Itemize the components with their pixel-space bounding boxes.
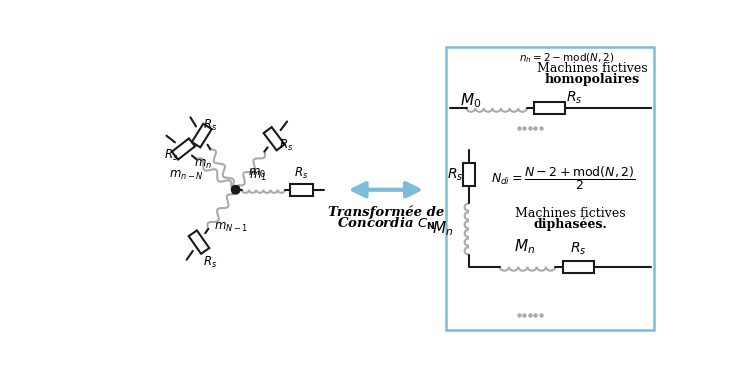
Text: $M_0$: $M_0$ [460,91,481,110]
Bar [563,261,594,273]
Text: $m_1$: $m_1$ [249,170,268,183]
Text: $R_s$: $R_s$ [294,166,308,181]
Text: $n_h = 2-\mathrm{mod}(N,2)$: $n_h = 2-\mathrm{mod}(N,2)$ [519,51,615,65]
Bar [189,230,209,254]
Text: $m_n$: $m_n$ [194,158,212,171]
Text: $R_s$: $R_s$ [164,148,178,163]
Text: $R_s$: $R_s$ [203,118,218,133]
Text: $N_{di}=\dfrac{N-2+\mathrm{mod}(N,2)}{2}$: $N_{di}=\dfrac{N-2+\mathrm{mod}(N,2)}{2}… [491,164,635,192]
Text: Concordia $\mathbf{\mathit{C}_N}$: Concordia $\mathbf{\mathit{C}_N}$ [336,216,435,232]
Bar [463,163,474,186]
Text: $m_{N-1}$: $m_{N-1}$ [213,220,248,234]
Text: Machines fictives: Machines fictives [537,62,648,75]
Text: Transformée de: Transformée de [327,205,444,219]
Text: homopolaires: homopolaires [545,73,640,86]
Text: $M_n$: $M_n$ [433,220,453,239]
Text: $R_s$: $R_s$ [567,90,583,106]
Bar [534,102,565,114]
Bar [192,124,212,147]
Text: $R_s$: $R_s$ [447,166,463,183]
Text: $R_s$: $R_s$ [570,240,586,257]
Text: $m_{n-N}$: $m_{n-N}$ [169,169,203,182]
Bar [446,46,654,330]
Bar [172,138,195,160]
Text: $m_0$: $m_0$ [248,166,266,180]
Text: Machines fictives: Machines fictives [515,207,626,220]
Text: $R_s$: $R_s$ [279,138,293,153]
Bar [264,127,284,150]
Bar [289,184,313,195]
Text: $R_s$: $R_s$ [202,254,217,270]
Circle shape [232,186,240,194]
Text: $M_n$: $M_n$ [514,237,535,256]
Text: diphasées.: diphasées. [534,217,607,231]
